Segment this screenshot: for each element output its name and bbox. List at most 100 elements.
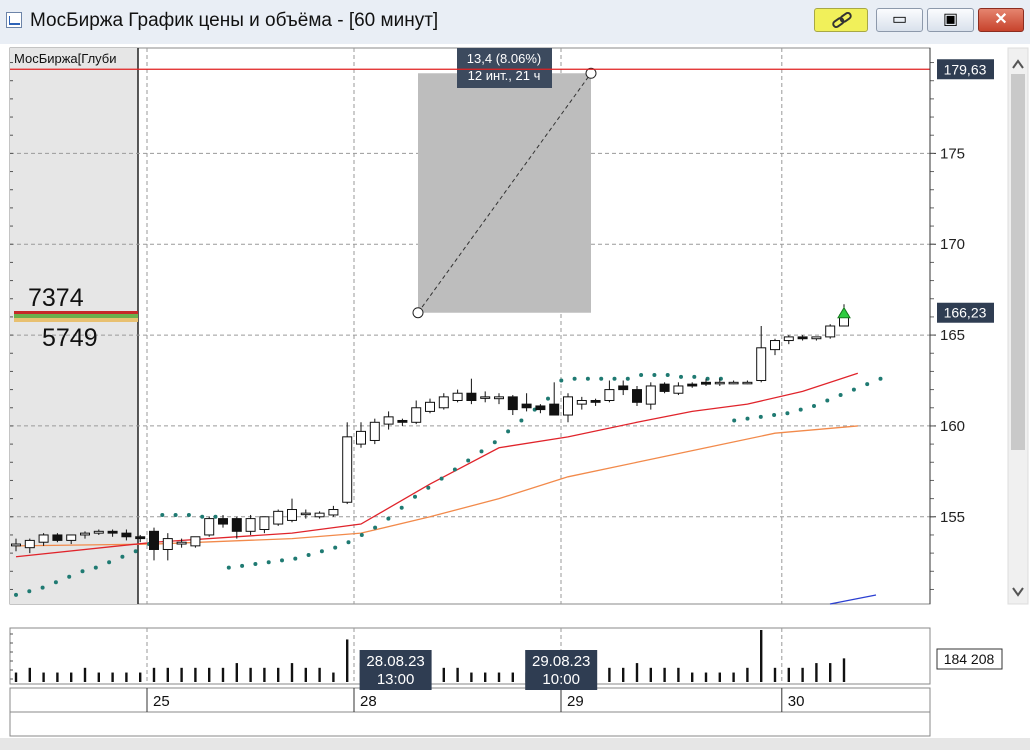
bid-bar bbox=[14, 311, 138, 314]
candle-body bbox=[549, 403, 560, 416]
candle-body bbox=[535, 405, 546, 411]
candle-body bbox=[314, 512, 325, 518]
y-tick-label: 175 bbox=[940, 145, 965, 162]
sar-dot bbox=[519, 418, 524, 423]
sar-dot bbox=[466, 458, 471, 463]
orange-ma-line bbox=[15, 425, 858, 547]
volume-bar bbox=[194, 667, 197, 682]
candle-body bbox=[204, 518, 215, 536]
volume-bar bbox=[263, 667, 266, 682]
sar-dot bbox=[758, 414, 763, 419]
horizontal-scrollbar[interactable] bbox=[0, 738, 1030, 750]
price-axis: 175 170 165 160 155 bbox=[929, 48, 965, 604]
sar-dot bbox=[160, 512, 165, 517]
measurement-start-handle[interactable] bbox=[412, 307, 424, 319]
sar-dot bbox=[373, 525, 378, 530]
volume-bar bbox=[97, 672, 100, 682]
candle-body bbox=[521, 403, 532, 409]
candle-body bbox=[425, 401, 435, 412]
measurement-end-handle[interactable] bbox=[585, 67, 597, 79]
candle-body bbox=[480, 396, 491, 399]
candle-body bbox=[273, 510, 284, 525]
sar-dot bbox=[612, 376, 617, 381]
minimize-button[interactable]: ▭ bbox=[876, 8, 923, 32]
red-ma-line bbox=[15, 372, 859, 558]
volume-bar bbox=[691, 672, 694, 682]
sar-dot bbox=[226, 565, 231, 570]
sar-dot bbox=[639, 373, 644, 378]
volume-bar bbox=[277, 667, 280, 682]
volume-bar bbox=[125, 672, 128, 682]
volume-bar bbox=[732, 672, 735, 682]
volume-bar bbox=[235, 663, 238, 682]
candle-body bbox=[300, 512, 311, 516]
sar-dot bbox=[679, 374, 683, 379]
candle-body bbox=[604, 389, 615, 401]
candles bbox=[11, 304, 849, 561]
measurement-delta: 13,4 (8.06%) bbox=[467, 51, 541, 66]
volume-bar bbox=[760, 630, 763, 682]
candle-body bbox=[714, 381, 725, 385]
candle-body bbox=[107, 530, 118, 534]
sar-dot bbox=[625, 376, 630, 381]
volume-bar bbox=[608, 667, 611, 682]
sar-dot bbox=[665, 373, 670, 378]
volume-bar bbox=[787, 667, 790, 682]
volume-bar bbox=[70, 672, 73, 682]
sar-dot bbox=[492, 440, 497, 445]
candle-body bbox=[38, 534, 49, 543]
sar-dot bbox=[67, 574, 72, 579]
candle-body bbox=[11, 543, 21, 547]
candle-body bbox=[576, 399, 587, 405]
scroll-up-icon[interactable] bbox=[1012, 59, 1024, 69]
time-labels: 25 28 29 30 bbox=[146, 688, 805, 712]
sar-dot bbox=[14, 592, 18, 597]
time-axis bbox=[9, 687, 931, 713]
close-button[interactable]: ✕ bbox=[978, 8, 1024, 32]
candle-body bbox=[80, 532, 90, 536]
date-tag-time: 10:00 bbox=[542, 671, 580, 688]
volume-bar bbox=[332, 672, 335, 682]
sar-dot bbox=[599, 376, 604, 381]
scroll-down-icon[interactable] bbox=[1012, 587, 1024, 597]
volume-bar bbox=[346, 639, 349, 682]
candle-body bbox=[149, 530, 159, 550]
volume-bar bbox=[484, 672, 487, 682]
maximize-button[interactable]: ▣ bbox=[927, 8, 974, 32]
sar-dot bbox=[27, 589, 32, 594]
volume-bar bbox=[511, 672, 514, 682]
sar-dot bbox=[851, 387, 856, 392]
sar-dot bbox=[559, 378, 564, 383]
sar-dot bbox=[546, 396, 550, 401]
x-tick-label: 30 bbox=[788, 693, 805, 710]
candle-body bbox=[770, 340, 780, 351]
candle-body bbox=[162, 538, 173, 550]
link-button[interactable] bbox=[814, 8, 868, 32]
last-price-marker bbox=[837, 306, 851, 319]
sar-dot bbox=[319, 549, 324, 554]
date-tag-date: 28.08.23 bbox=[366, 653, 424, 670]
sar-dot bbox=[479, 449, 484, 454]
volume-bar bbox=[773, 667, 777, 682]
chart-app-icon bbox=[6, 12, 22, 28]
measurement-tooltip bbox=[457, 48, 552, 88]
date-tag-date: 29.08.23 bbox=[532, 653, 590, 670]
volume-bar bbox=[28, 667, 31, 682]
candle-body bbox=[411, 407, 422, 423]
volume-bar bbox=[456, 667, 459, 682]
sar-dot bbox=[186, 512, 191, 517]
candle-body bbox=[507, 396, 518, 411]
candle-body bbox=[369, 421, 380, 441]
measurement-duration: 12 инт., 21 ч bbox=[468, 68, 541, 83]
volume-bar bbox=[249, 667, 252, 682]
volume-bar bbox=[746, 667, 749, 682]
sar-dot bbox=[80, 569, 85, 574]
volume-value: 184 208 bbox=[944, 651, 995, 667]
volume-bar bbox=[139, 672, 142, 682]
volume-bar bbox=[83, 667, 87, 682]
scrollbar-thumb[interactable] bbox=[1011, 74, 1025, 450]
candle-body bbox=[52, 534, 63, 541]
volume-bar bbox=[801, 667, 804, 682]
sar-dot bbox=[798, 407, 803, 412]
x-tick-label: 28 bbox=[360, 693, 377, 710]
